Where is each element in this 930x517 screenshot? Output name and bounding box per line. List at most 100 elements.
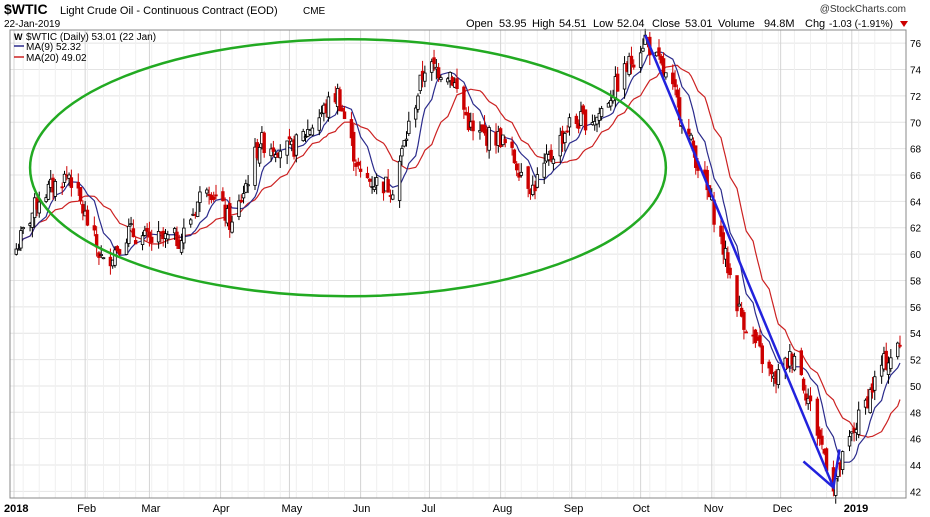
candle [407, 111, 411, 137]
candle [166, 230, 170, 244]
candle [294, 133, 299, 163]
candle-body [804, 393, 808, 401]
candle [374, 173, 379, 195]
candle [413, 104, 418, 128]
candle-body [172, 228, 177, 234]
y-tick-label: 76 [910, 39, 922, 50]
candle-body [143, 229, 147, 236]
highlight-ellipse [28, 37, 668, 298]
candle-body [799, 350, 804, 376]
y-tick-label: 72 [910, 92, 922, 103]
candle [338, 86, 342, 112]
candle [115, 245, 119, 253]
candle-body [30, 212, 35, 228]
candle [246, 175, 250, 194]
candle [455, 68, 459, 93]
candle-body [391, 194, 395, 200]
candle [301, 128, 305, 142]
candle-body [661, 58, 666, 76]
candle [574, 113, 579, 129]
candle-body [278, 150, 282, 159]
candle-body [879, 364, 884, 377]
candle-body [101, 257, 106, 260]
candle-body [356, 161, 361, 166]
candle-body [317, 117, 321, 131]
candle-body [416, 95, 420, 110]
candle-body [514, 163, 519, 171]
candle-body [246, 184, 250, 187]
candle-body [503, 139, 507, 144]
candle-body [847, 436, 852, 447]
candle-body [147, 231, 152, 238]
y-tick-label: 42 [910, 487, 922, 498]
candle [448, 71, 452, 88]
candle [664, 72, 668, 80]
candle [53, 179, 58, 202]
candle-body [776, 369, 781, 385]
candle [563, 131, 567, 152]
candle [735, 275, 739, 317]
candle [21, 226, 25, 234]
x-tick-label: Jun [353, 503, 371, 515]
candle [101, 257, 106, 260]
candle-body [898, 344, 902, 347]
y-tick-label: 48 [910, 408, 922, 419]
candle-body [349, 119, 354, 139]
candle-body [145, 227, 149, 232]
x-tick-label: 2019 [844, 503, 868, 515]
candle [817, 426, 822, 446]
candle [349, 112, 354, 146]
candle-body [737, 303, 742, 307]
candle [97, 251, 101, 265]
x-tick-label: Aug [493, 503, 513, 515]
candle [133, 237, 138, 245]
ma20-line [16, 64, 901, 438]
candle-body [301, 131, 305, 142]
candle-body [436, 67, 441, 79]
candle-body [198, 191, 202, 203]
candle [503, 136, 507, 148]
candle [808, 387, 813, 412]
candle-body [221, 191, 225, 202]
candle [510, 136, 514, 156]
candle [92, 216, 97, 237]
y-tick-label: 54 [910, 329, 922, 340]
candle-body [820, 435, 824, 445]
y-tick-label: 68 [910, 145, 922, 156]
candle [140, 231, 145, 251]
candle-body [627, 55, 631, 75]
candle-body [85, 209, 90, 226]
candle-body [269, 148, 273, 157]
candle [514, 161, 519, 177]
candle-body [368, 178, 372, 182]
candle [352, 123, 356, 171]
candle-body [179, 240, 184, 253]
chg-label: Chg [805, 18, 825, 30]
candle [535, 167, 540, 189]
candle [81, 200, 85, 221]
candle-body [21, 227, 25, 230]
candle [466, 106, 471, 132]
candle [67, 172, 71, 187]
candle-body [542, 162, 546, 178]
grid-lines [10, 30, 906, 498]
candle-body [744, 331, 748, 334]
candle [400, 145, 404, 166]
candle [46, 180, 51, 201]
y-tick-label: 70 [910, 118, 922, 129]
candle [719, 216, 723, 245]
candle-body [533, 184, 537, 192]
candle [815, 396, 820, 446]
chart-symbol: $WTIC [4, 1, 48, 17]
candle-body [512, 149, 517, 164]
candle-body [372, 186, 377, 190]
candle-body [758, 335, 762, 347]
candle-body [62, 173, 67, 183]
candle [638, 45, 643, 73]
candle [629, 46, 634, 75]
candle [127, 218, 131, 248]
candle [99, 245, 103, 259]
candle [241, 185, 246, 204]
candle [544, 144, 549, 163]
